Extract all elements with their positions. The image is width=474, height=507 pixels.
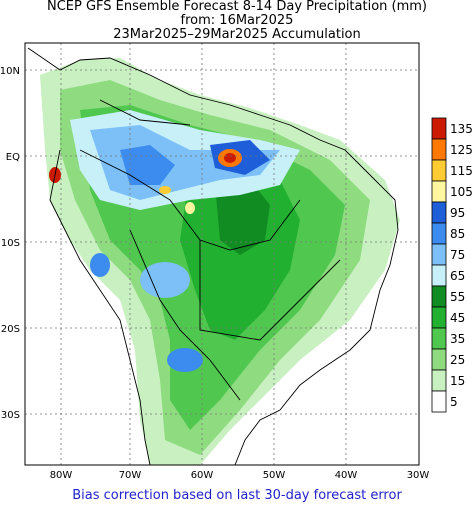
precip-area-85 xyxy=(120,145,175,185)
lon-label-80w: 80W xyxy=(50,470,73,481)
lon-label-50w: 50W xyxy=(263,470,286,481)
legend-label-85: 85 xyxy=(450,227,465,241)
lat-label-30s: 30S xyxy=(1,410,20,421)
legend-label-25: 25 xyxy=(450,353,465,367)
legend-label-75: 75 xyxy=(450,248,465,262)
legend-label-45: 45 xyxy=(450,311,465,325)
color-legend: 135 125 115 105 95 85 75 65 55 45 35 25 15 5 xyxy=(431,117,473,413)
legend-swatch-65 xyxy=(431,264,447,287)
legend-swatch-25 xyxy=(431,348,447,371)
legend-label-5: 5 xyxy=(450,395,458,409)
legend-label-125: 125 xyxy=(450,143,473,157)
map-valid-period: 23Mar2025–29Mar2025 Accumulation xyxy=(113,27,361,42)
map-issue-date: from: 16Mar2025 xyxy=(180,13,294,28)
legend-swatch-115 xyxy=(431,159,447,182)
precip-blob-south xyxy=(167,348,203,372)
legend-label-105: 105 xyxy=(450,185,473,199)
lon-label-60w: 60W xyxy=(191,470,214,481)
legend-swatch-105 xyxy=(431,180,447,203)
legend-label-55: 55 xyxy=(450,290,465,304)
graticule xyxy=(25,43,419,465)
precip-spot-115 xyxy=(159,186,171,194)
precip-core-135 xyxy=(224,153,236,163)
legend-swatch-75 xyxy=(431,243,447,266)
legend-swatch-55 xyxy=(431,285,447,308)
precip-blob-central xyxy=(140,262,190,298)
legend-swatch-45 xyxy=(431,306,447,329)
precip-spot-105 xyxy=(185,202,195,214)
legend-swatch-135 xyxy=(431,117,447,140)
coastlines xyxy=(27,47,399,466)
map-frame xyxy=(24,42,420,466)
lat-label-eq: EQ xyxy=(6,152,20,163)
lat-label-10n: 10N xyxy=(0,66,20,77)
lat-label-10s: 10S xyxy=(1,238,20,249)
legend-label-15: 15 xyxy=(450,374,465,388)
legend-swatch-85 xyxy=(431,222,447,245)
map-title: NCEP GFS Ensemble Forecast 8-14 Day Prec… xyxy=(46,0,427,14)
legend-label-135: 135 xyxy=(450,122,473,136)
legend-swatch-125 xyxy=(431,138,447,161)
legend-label-115: 115 xyxy=(450,164,473,178)
legend-swatch-15 xyxy=(431,369,447,392)
legend-label-35: 35 xyxy=(450,332,465,346)
lon-label-30w: 30W xyxy=(407,470,430,481)
bias-correction-note: Bias correction based on last 30-day for… xyxy=(72,488,402,503)
lon-label-70w: 70W xyxy=(119,470,142,481)
legend-swatch-5 xyxy=(431,390,447,413)
legend-swatch-35 xyxy=(431,327,447,350)
legend-swatch-95 xyxy=(431,201,447,224)
lon-label-40w: 40W xyxy=(335,470,358,481)
legend-label-95: 95 xyxy=(450,206,465,220)
precip-area-55 xyxy=(215,180,270,255)
lat-label-20s: 20S xyxy=(1,324,20,335)
precip-blob-west xyxy=(90,253,110,277)
legend-label-65: 65 xyxy=(450,269,465,283)
